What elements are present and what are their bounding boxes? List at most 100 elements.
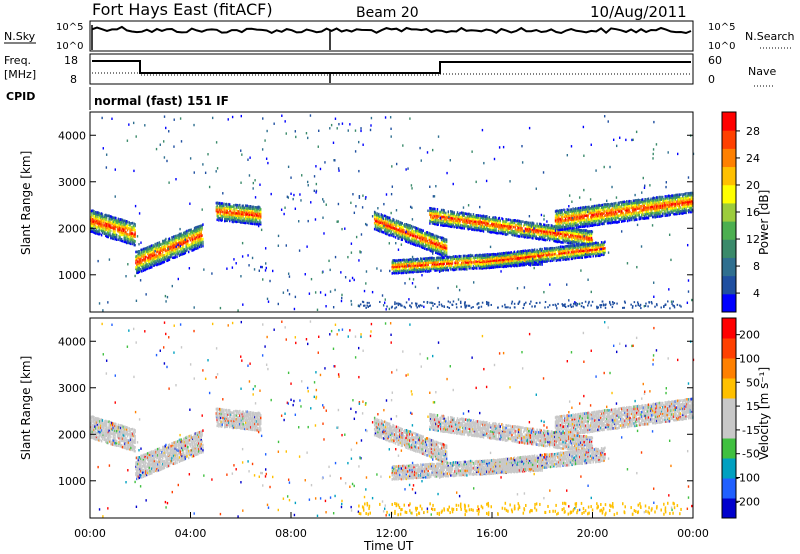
power-cell xyxy=(533,259,536,262)
power-cell xyxy=(191,230,193,233)
power-cell xyxy=(590,242,593,246)
power-cell xyxy=(132,226,135,229)
power-cell xyxy=(566,239,568,242)
power-cell xyxy=(449,216,451,220)
power-cell xyxy=(476,214,478,217)
power-cell xyxy=(439,256,441,260)
power-cell xyxy=(182,248,185,251)
power-cell xyxy=(537,224,539,228)
power-cell xyxy=(119,234,121,238)
power-cell xyxy=(420,268,423,271)
power-cell xyxy=(256,220,259,224)
power-cell xyxy=(482,217,485,220)
power-cell xyxy=(539,233,542,237)
power-cell xyxy=(528,255,530,259)
power-cell xyxy=(471,226,473,229)
power-cell xyxy=(421,268,424,271)
power-cell xyxy=(465,221,467,224)
power-cell xyxy=(557,220,559,223)
power-cell xyxy=(517,230,520,234)
power-cell xyxy=(90,222,92,225)
power-cell xyxy=(249,215,251,219)
power-cell xyxy=(555,248,558,251)
power-cell xyxy=(549,255,552,259)
power-cell xyxy=(399,233,401,237)
power-cell xyxy=(107,223,110,226)
power-cell xyxy=(543,225,546,229)
power-cell xyxy=(129,231,131,235)
power-cell xyxy=(441,224,444,227)
power-cell xyxy=(536,248,538,252)
power-cell xyxy=(435,261,438,264)
power-cell xyxy=(553,225,556,229)
power-cell xyxy=(185,230,187,234)
power-cell xyxy=(139,261,141,265)
power-cell xyxy=(446,266,449,269)
power-cell xyxy=(495,229,497,233)
power-cell xyxy=(92,228,94,232)
power-cell xyxy=(568,241,570,245)
power-cell xyxy=(406,229,409,233)
power-cell xyxy=(399,265,401,268)
power-cell xyxy=(414,262,416,265)
power-cell xyxy=(397,267,399,271)
power-cell xyxy=(186,242,188,245)
power-cell xyxy=(503,258,506,262)
power-cell xyxy=(440,260,443,263)
power-cell xyxy=(384,232,387,235)
power-cell xyxy=(149,263,151,267)
power-cell xyxy=(432,241,434,245)
power-cell xyxy=(177,235,180,239)
power-cell xyxy=(110,226,112,229)
power-cell xyxy=(500,258,502,262)
power-cell xyxy=(197,237,199,241)
power-cell xyxy=(100,215,103,218)
power-cell xyxy=(442,260,445,263)
power-cell xyxy=(249,213,251,217)
power-cell xyxy=(455,219,457,223)
power-cell xyxy=(599,254,601,258)
power-cell xyxy=(142,255,145,259)
power-cell xyxy=(550,257,553,261)
power-cell xyxy=(502,256,505,259)
power-cell xyxy=(433,210,435,213)
power-cell xyxy=(489,230,491,234)
power-cell xyxy=(549,250,552,254)
power-cell xyxy=(234,212,236,215)
power-cell xyxy=(585,245,588,248)
power-cell xyxy=(94,222,96,226)
power-cell xyxy=(523,262,526,266)
power-cell xyxy=(569,244,572,248)
power-cell xyxy=(574,234,577,238)
power-cell xyxy=(568,248,570,252)
power-cell xyxy=(146,259,149,262)
power-cell xyxy=(522,263,524,267)
power-cell xyxy=(444,218,446,221)
power-cell xyxy=(170,240,172,244)
power-cell xyxy=(597,252,599,256)
power-cell xyxy=(105,218,107,221)
power-cell xyxy=(537,252,539,256)
power-cell xyxy=(444,260,446,263)
power-cell xyxy=(468,225,470,229)
power-cell xyxy=(388,222,391,226)
power-cell xyxy=(375,219,378,223)
power-cell xyxy=(121,218,124,222)
power-cell xyxy=(533,233,536,236)
power-cell xyxy=(497,217,500,220)
power-cell xyxy=(502,232,505,235)
power-cell xyxy=(508,251,511,255)
power-cell xyxy=(392,234,394,238)
power-cell xyxy=(512,261,515,264)
power-cell xyxy=(431,261,434,264)
power-cell xyxy=(237,216,239,219)
power-cell xyxy=(138,268,141,271)
power-cell xyxy=(401,226,403,229)
power-cell xyxy=(567,251,569,255)
power-cell xyxy=(523,257,526,261)
power-cell xyxy=(385,228,388,232)
power-cell xyxy=(197,235,199,239)
power-cell xyxy=(567,257,569,261)
power-cell xyxy=(539,263,542,266)
power-cell xyxy=(532,236,534,240)
